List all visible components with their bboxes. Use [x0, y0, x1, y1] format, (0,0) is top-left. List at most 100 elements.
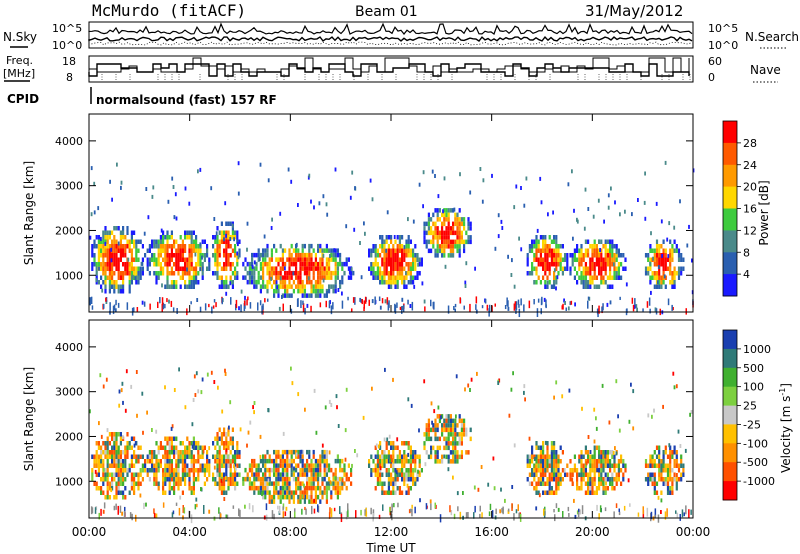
- velocity-echo-cell: [162, 445, 165, 450]
- velocity-echo-cell: [347, 508, 349, 518]
- velocity-echo-cell: [449, 459, 452, 464]
- power-echo-cell: [317, 261, 320, 267]
- power-echo-cell: [286, 257, 289, 262]
- velocity-echo-cell: [279, 499, 282, 504]
- velocity-echo-cell: [225, 445, 228, 450]
- velocity-echo-cell: [392, 477, 395, 482]
- velocity-echo-cell: [225, 432, 228, 437]
- velocity-echo-cell: [381, 459, 384, 464]
- velocity-echo-cell: [177, 486, 180, 491]
- power-echo-cell: [135, 266, 138, 271]
- power-echo-cell: [179, 248, 182, 253]
- power-echo-cell: [548, 244, 551, 249]
- power-echo-cell: [622, 266, 625, 271]
- velocity-echo-cell: [141, 463, 144, 468]
- velocity-echo-cell: [115, 459, 118, 464]
- velocity-echo-cell: [178, 507, 181, 516]
- velocity-echo-cell: [236, 450, 239, 455]
- power-echo-cell: [255, 284, 258, 289]
- velocity-echo-cell: [242, 481, 245, 486]
- power-echo-cell: [273, 266, 276, 271]
- velocity-echo-cell: [553, 441, 556, 446]
- power-echo-cell: [602, 275, 605, 280]
- power-echo-cell: [458, 226, 461, 231]
- velocity-echo-cell: [216, 432, 219, 437]
- power-echo-cell: [190, 301, 192, 305]
- velocity-echo-cell: [253, 485, 256, 491]
- time-tick-label: 08:00: [273, 525, 308, 539]
- velocity-echo-cell: [355, 510, 357, 519]
- velocity-echo-cell: [321, 476, 324, 482]
- power-echo-cell: [533, 280, 536, 285]
- velocity-echo-cell: [582, 477, 585, 482]
- power-echo-cell: [220, 235, 223, 240]
- power-echo-cell: [295, 242, 298, 247]
- freq-label-line1: Freq.: [6, 54, 33, 67]
- velocity-echo-cell: [606, 459, 609, 464]
- power-echo-cell: [515, 307, 517, 314]
- velocity-echo-cell: [111, 432, 114, 437]
- velocity-echo-cell: [499, 509, 502, 514]
- velocity-echo-cell: [383, 459, 386, 464]
- velocity-echo-cell: [153, 512, 156, 518]
- power-echo-cell: [102, 239, 105, 244]
- velocity-echo-cell: [197, 450, 200, 455]
- velocity-echo-cell: [330, 490, 333, 495]
- power-echo-cell: [452, 253, 455, 258]
- power-echo-cell: [151, 253, 154, 258]
- velocity-echo-cell: [133, 436, 136, 441]
- power-echo-cell: [177, 244, 180, 249]
- power-echo-cell: [216, 257, 219, 262]
- power-echo-cell: [613, 244, 616, 249]
- power-echo-cell: [246, 270, 249, 276]
- velocity-echo-cell: [666, 463, 670, 468]
- power-echo-cell: [314, 284, 317, 289]
- velocity-echo-cell: [533, 457, 536, 461]
- power-echo-cell: [611, 244, 614, 249]
- power-echo-cell: [611, 275, 614, 280]
- power-echo-cell: [649, 248, 652, 253]
- power-echo-cell: [644, 253, 648, 258]
- velocity-echo-cell: [345, 485, 348, 491]
- velocity-echo-cell: [602, 480, 604, 485]
- power-echo-cell: [555, 248, 558, 253]
- power-echo-cell: [218, 230, 221, 235]
- velocity-echo-cell: [339, 490, 342, 495]
- power-echo-cell: [407, 253, 410, 258]
- power-echo-cell: [394, 266, 397, 271]
- power-echo-cell: [533, 253, 536, 258]
- power-echo-cell: [155, 280, 158, 285]
- power-echo-cell: [677, 275, 681, 280]
- power-echo-cell: [133, 230, 136, 235]
- power-echo-cell: [201, 275, 204, 280]
- velocity-echo-cell: [388, 434, 391, 439]
- power-echo-cell: [308, 173, 311, 178]
- velocity-echo-cell: [236, 463, 239, 468]
- power-echo-cell: [660, 219, 663, 224]
- power-echo-cell: [615, 253, 618, 258]
- velocity-echo-cell: [264, 485, 267, 491]
- velocity-echo-cell: [526, 463, 529, 468]
- power-echo-cell: [192, 248, 195, 253]
- velocity-echo-cell: [441, 459, 444, 464]
- velocity-echo-cell: [139, 445, 142, 450]
- velocity-echo-cell: [164, 454, 167, 459]
- power-ytick-label: 3000: [55, 180, 83, 193]
- power-echo-cell: [491, 173, 493, 178]
- power-echo-cell: [418, 257, 421, 262]
- velocity-echo-cell: [227, 459, 230, 464]
- velocity-echo-cell: [561, 450, 564, 455]
- power-echo-cell: [310, 199, 312, 204]
- velocity-echo-cell: [281, 467, 284, 473]
- power-echo-cell: [179, 253, 182, 258]
- velocity-echo-cell: [407, 452, 410, 457]
- power-echo-cell: [613, 253, 616, 258]
- velocity-echo-cell: [281, 494, 284, 500]
- velocity-echo-cell: [677, 429, 680, 434]
- power-echo-cell: [166, 275, 169, 280]
- power-echo-cell: [469, 239, 472, 245]
- velocity-echo-cell: [220, 436, 223, 441]
- power-echo-cell: [454, 230, 457, 236]
- power-echo-cell: [303, 252, 306, 258]
- velocity-echo-cell: [179, 459, 182, 464]
